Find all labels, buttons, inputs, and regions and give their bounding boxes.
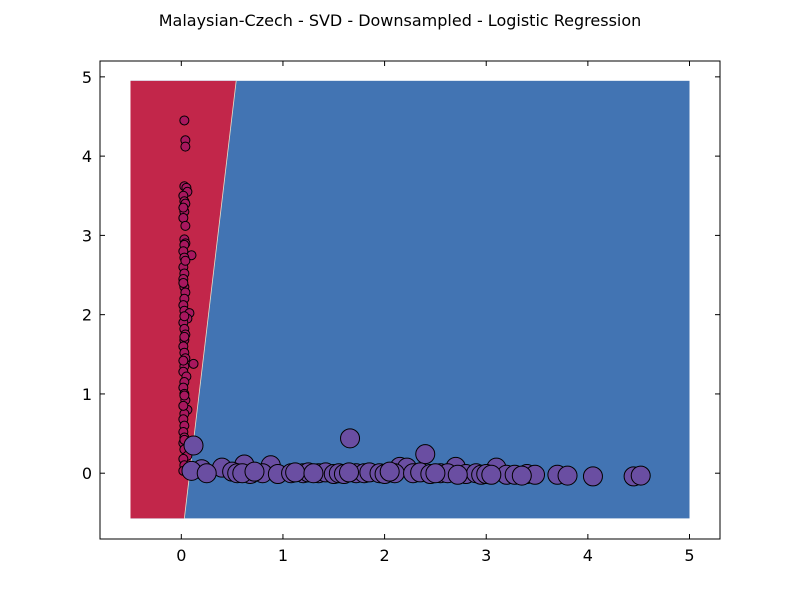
point-class-b bbox=[244, 461, 265, 482]
point-class-a bbox=[178, 400, 189, 411]
y-tick-label: 2 bbox=[82, 306, 92, 325]
point-class-b bbox=[557, 465, 578, 486]
point-class-b bbox=[481, 464, 502, 485]
x-tick-label: 0 bbox=[176, 546, 186, 565]
point-class-b bbox=[183, 435, 204, 456]
plot-frame bbox=[99, 60, 721, 540]
x-tick-label: 1 bbox=[278, 546, 288, 565]
point-class-a bbox=[178, 202, 189, 213]
point-class-a bbox=[179, 390, 190, 401]
point-class-b bbox=[511, 465, 532, 486]
point-class-b bbox=[415, 444, 436, 465]
point-class-b bbox=[582, 466, 603, 487]
y-tick-label: 3 bbox=[82, 226, 92, 245]
point-class-b bbox=[379, 461, 400, 482]
point-class-b bbox=[425, 463, 446, 484]
point-class-a bbox=[178, 277, 189, 288]
x-tick-label: 4 bbox=[583, 546, 593, 565]
data-points bbox=[178, 115, 651, 487]
x-tick-label: 5 bbox=[684, 546, 694, 565]
point-class-b bbox=[285, 462, 306, 483]
chart-title: Malaysian-Czech - SVD - Downsampled - Lo… bbox=[159, 11, 642, 30]
point-class-a bbox=[179, 331, 190, 342]
y-tick-label: 1 bbox=[82, 385, 92, 404]
point-class-b bbox=[196, 463, 217, 484]
x-tick-label: 2 bbox=[379, 546, 389, 565]
point-class-a bbox=[180, 220, 191, 231]
point-class-b bbox=[447, 464, 468, 485]
point-class-a bbox=[179, 115, 190, 126]
point-class-a bbox=[188, 358, 199, 369]
point-class-b bbox=[340, 428, 361, 449]
point-class-a bbox=[178, 355, 189, 366]
y-tick-label: 4 bbox=[82, 147, 92, 166]
point-class-b bbox=[630, 465, 651, 486]
point-class-a bbox=[179, 311, 190, 322]
y-tick-label: 5 bbox=[82, 68, 92, 87]
x-tick-label: 3 bbox=[481, 546, 491, 565]
decision-regions bbox=[130, 80, 690, 519]
point-class-b bbox=[303, 463, 324, 484]
axis-ticks: 0 1 2 3 4 5 0 1 2 3 4 5 bbox=[82, 61, 720, 565]
y-tick-label: 0 bbox=[82, 464, 92, 483]
point-class-a bbox=[180, 141, 191, 152]
point-class-b bbox=[339, 462, 360, 483]
point-class-a bbox=[180, 255, 191, 266]
